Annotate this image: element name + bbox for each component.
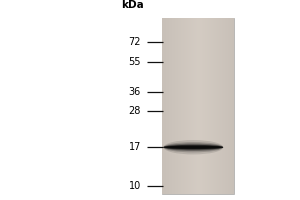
Text: 28: 28	[129, 106, 141, 116]
Ellipse shape	[164, 146, 223, 149]
Text: kDa: kDa	[121, 0, 144, 10]
Ellipse shape	[164, 146, 223, 148]
Text: 10: 10	[129, 181, 141, 191]
Text: 36: 36	[129, 87, 141, 97]
Bar	[162, 18, 234, 194]
Text: 72: 72	[128, 37, 141, 47]
Ellipse shape	[164, 142, 223, 152]
Ellipse shape	[164, 140, 223, 154]
Ellipse shape	[164, 144, 223, 151]
Text: 55: 55	[128, 57, 141, 67]
Ellipse shape	[164, 145, 223, 150]
Text: 17: 17	[129, 142, 141, 152]
